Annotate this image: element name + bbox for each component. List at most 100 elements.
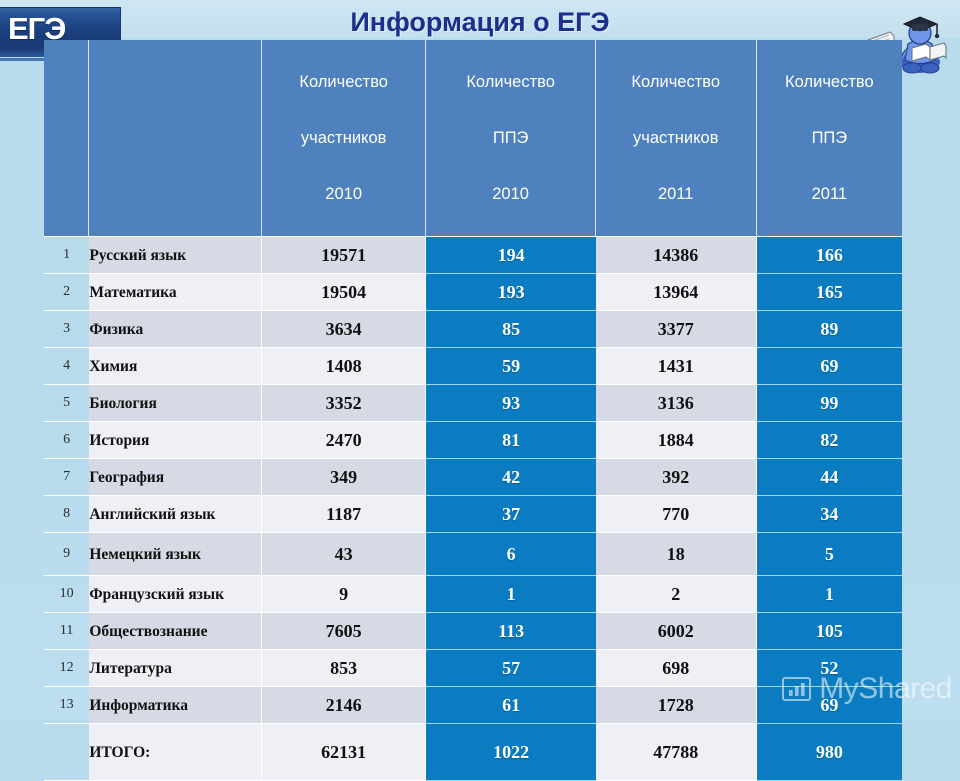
table-row: 2 Математика 19504 193 13964 165: [44, 274, 902, 311]
cell-ppe_2011: 69: [756, 687, 902, 724]
row-subject: Французский язык: [89, 576, 262, 613]
row-subject: Немецкий язык: [89, 533, 262, 576]
header-line1: Количество: [785, 73, 874, 91]
cell-participants_2010: 62131: [261, 724, 427, 781]
cell-participants_2011: 1431: [595, 348, 757, 385]
row-index: [44, 724, 90, 781]
cell-ppe_2010: 42: [426, 459, 596, 496]
cell-participants_2011: 6002: [595, 613, 757, 650]
row-index: 9: [44, 533, 90, 576]
row-index: 8: [44, 496, 90, 533]
header-participants-2011: Количество участников 2011: [595, 40, 757, 237]
cell-participants_2010: 2146: [261, 687, 427, 724]
table-row: 12 Литература 853 57 698 52: [44, 650, 902, 687]
row-index: 12: [44, 650, 90, 687]
header-line1: Количество: [299, 73, 388, 91]
top-band: [0, 0, 960, 38]
table-row: 6 История 2470 81 1884 82: [44, 422, 902, 459]
cell-ppe_2011: 980: [756, 724, 902, 781]
table-header: Количество участников 2010 Количество ПП…: [44, 40, 902, 237]
row-subject: ИТОГО:: [89, 724, 262, 781]
cell-participants_2010: 7605: [261, 613, 427, 650]
row-subject: История: [89, 422, 262, 459]
logo-bar-top: [0, 8, 120, 11]
row-index: 10: [44, 576, 90, 613]
row-index: 2: [44, 274, 90, 311]
header-line3: 2011: [657, 185, 694, 203]
cell-participants_2010: 3352: [261, 385, 427, 422]
row-subject: Русский язык: [89, 237, 262, 274]
cell-ppe_2011: 5: [756, 533, 902, 576]
cell-ppe_2011: 69: [756, 348, 902, 385]
cell-participants_2011: 770: [595, 496, 757, 533]
page-title: Информация о ЕГЭ: [350, 7, 610, 37]
cell-participants_2011: 3377: [595, 311, 757, 348]
row-subject: Литература: [89, 650, 262, 687]
cell-ppe_2010: 113: [426, 613, 596, 650]
row-index: 5: [44, 385, 90, 422]
cell-participants_2010: 43: [261, 533, 427, 576]
cell-participants_2010: 349: [261, 459, 427, 496]
cell-ppe_2010: 193: [426, 274, 596, 311]
cell-participants_2011: 47788: [595, 724, 757, 781]
row-subject: Информатика: [89, 687, 262, 724]
cell-ppe_2011: 165: [756, 274, 902, 311]
cell-ppe_2010: 61: [426, 687, 596, 724]
cell-ppe_2010: 59: [426, 348, 596, 385]
cell-ppe_2011: 89: [756, 311, 902, 348]
table-row: 3 Физика 3634 85 3377 89: [44, 311, 902, 348]
cell-participants_2010: 19504: [261, 274, 427, 311]
cell-participants_2010: 19571: [261, 237, 427, 274]
row-subject: Математика: [89, 274, 262, 311]
cell-ppe_2011: 34: [756, 496, 902, 533]
table-row: 8 Английский язык 1187 37 770 34: [44, 496, 902, 533]
header-line3: 2010: [492, 185, 529, 203]
table-row: 7 География 349 42 392 44: [44, 459, 902, 496]
cell-ppe_2010: 57: [426, 650, 596, 687]
cell-participants_2011: 2: [595, 576, 757, 613]
table-row: 11 Обществознание 7605 113 6002 105: [44, 613, 902, 650]
row-index: 7: [44, 459, 90, 496]
cell-participants_2011: 14386: [595, 237, 757, 274]
header-ppe-2011: Количество ППЭ 2011: [756, 40, 902, 237]
header-ppe-2010: Количество ППЭ 2010: [426, 40, 596, 237]
ege-statistics-table: Количество участников 2010 Количество ПП…: [44, 40, 902, 781]
cell-ppe_2010: 1: [426, 576, 596, 613]
cell-ppe_2010: 85: [426, 311, 596, 348]
cell-participants_2011: 13964: [595, 274, 757, 311]
header-line1: Количество: [631, 73, 721, 91]
row-subject: Химия: [89, 348, 262, 385]
table-row: 10 Французский язык 9 1 2 1: [44, 576, 902, 613]
cell-participants_2011: 1728: [595, 687, 757, 724]
cell-participants_2010: 2470: [261, 422, 427, 459]
row-index: 4: [44, 348, 90, 385]
cell-participants_2010: 1187: [261, 496, 427, 533]
row-index: 3: [44, 311, 90, 348]
cell-ppe_2011: 44: [756, 459, 902, 496]
header-line2: участников: [632, 129, 719, 147]
header-line2: участников: [300, 129, 387, 147]
cell-ppe_2010: 37: [426, 496, 596, 533]
header-line2: ППЭ: [492, 129, 529, 147]
cell-participants_2011: 1884: [595, 422, 757, 459]
row-index: 11: [44, 613, 90, 650]
cell-ppe_2011: 99: [756, 385, 902, 422]
row-index: 13: [44, 687, 90, 724]
table-row: 9 Немецкий язык 43 6 18 5: [44, 533, 902, 576]
cell-ppe_2011: 52: [756, 650, 902, 687]
cell-ppe_2010: 81: [426, 422, 596, 459]
row-subject: Физика: [89, 311, 262, 348]
row-subject: География: [89, 459, 262, 496]
header-subject: [89, 40, 262, 237]
table-row: 1 Русский язык 19571 194 14386 166: [44, 237, 902, 274]
header-participants-2010: Количество участников 2010: [261, 40, 427, 237]
cell-ppe_2011: 166: [756, 237, 902, 274]
table-row: 13 Информатика 2146 61 1728 69: [44, 687, 902, 724]
row-index: 1: [44, 237, 90, 274]
cell-ppe_2011: 105: [756, 613, 902, 650]
cell-ppe_2011: 1: [756, 576, 902, 613]
cell-participants_2010: 1408: [261, 348, 427, 385]
header-line2: ППЭ: [811, 129, 848, 147]
cell-ppe_2010: 93: [426, 385, 596, 422]
cell-participants_2010: 3634: [261, 311, 427, 348]
